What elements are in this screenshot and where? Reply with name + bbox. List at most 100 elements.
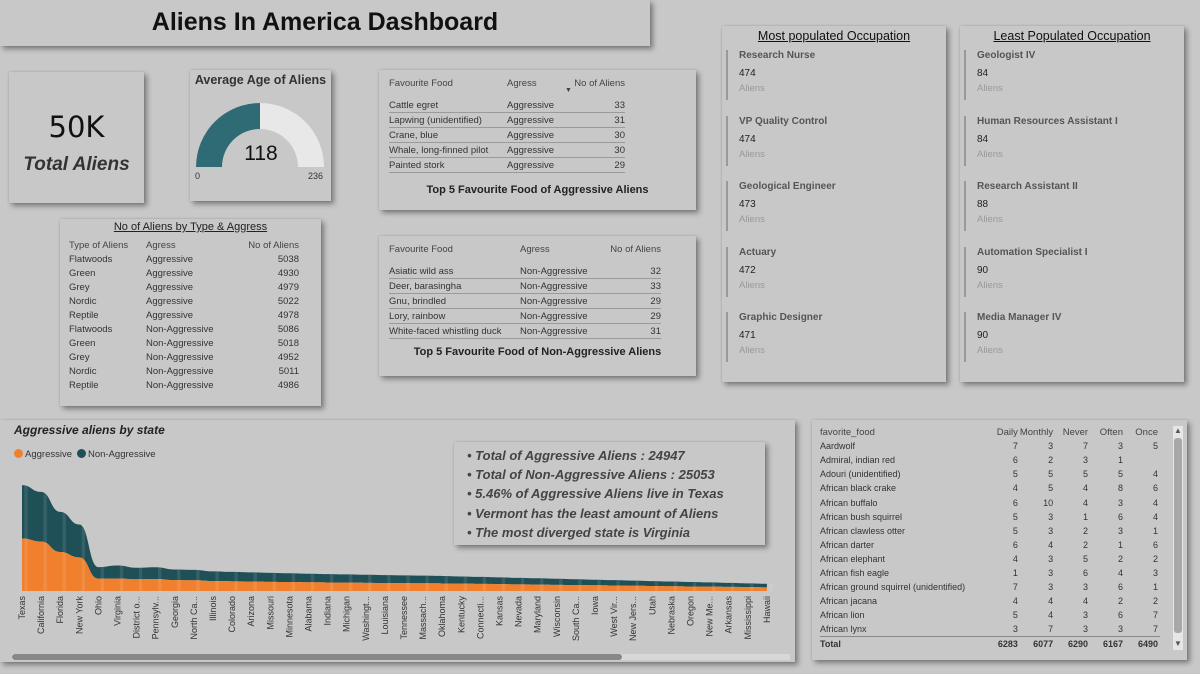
area-non-aggressive[interactable] — [22, 485, 767, 588]
scrollbar-thumb[interactable] — [12, 654, 622, 660]
table-row[interactable]: White-faced whistling duck Non-Aggressive… — [389, 323, 661, 339]
least-populated-occupation-card[interactable]: Least Populated Occupation Geologist IV 8… — [960, 26, 1184, 382]
occupation-card-item[interactable]: Media Manager IV 90 Aliens — [964, 312, 1187, 362]
col-header[interactable]: Type of Aliens — [69, 239, 129, 251]
matrix-row[interactable]: African ground squirrel (unidentified) 7 3… — [820, 580, 1160, 594]
aliens-by-type-card[interactable]: No of Aliens by Type & Aggress Type of A… — [60, 219, 321, 406]
gauge-value: 118 — [244, 142, 278, 165]
table-row[interactable]: Reptile Aggressive 4978 — [69, 308, 299, 322]
matrix-row[interactable]: African lion 5 4 3 6 7 — [820, 608, 1160, 622]
state-column-highlight — [24, 485, 28, 591]
col-header[interactable]: Agress — [520, 244, 550, 255]
occupation-card-item[interactable]: Research Assistant II 88 Aliens — [964, 181, 1187, 231]
col-header[interactable]: Once — [1135, 426, 1158, 438]
matrix-row[interactable]: African black crake 4 5 4 8 6 — [820, 481, 1160, 495]
col-header[interactable]: No of Aliens — [248, 239, 299, 251]
average-age-gauge-card[interactable]: Average Age of Aliens 118 0 236 — [190, 70, 331, 201]
table-cell: Non-Aggressive — [520, 308, 600, 324]
total-aliens-card[interactable]: 50K Total Aliens — [9, 72, 144, 203]
col-header[interactable]: favorite_food — [820, 426, 875, 438]
table-cell: Non-Aggressive — [146, 351, 214, 363]
matrix-row[interactable]: Aardwolf 7 3 7 3 5 — [820, 439, 1160, 453]
matrix-cell: 7 — [1048, 624, 1054, 635]
matrix-row[interactable]: African clawless otter 5 3 2 3 1 — [820, 524, 1160, 538]
col-header[interactable]: No of Aliens — [610, 244, 661, 255]
table-row[interactable]: Green Aggressive 4930 — [69, 266, 299, 280]
horizontal-scrollbar[interactable] — [12, 654, 790, 660]
matrix-row[interactable]: African buffalo 6 10 4 3 4 — [820, 495, 1160, 509]
aggressive-food-card[interactable]: Favourite Food Agress No of Aliens Cattl… — [379, 70, 696, 210]
occupation-card-item[interactable]: Graphic Designer 471 Aliens — [726, 312, 949, 362]
matrix-cell: 4 — [1083, 596, 1089, 607]
col-header[interactable]: Agress — [146, 239, 176, 251]
x-tick-label: Nebraska — [666, 596, 676, 635]
most-populated-occupation-card[interactable]: Most populated Occupation Research Nurse… — [722, 26, 946, 382]
scroll-up-icon[interactable]: ▲ — [1174, 426, 1182, 435]
legend-aggressive[interactable]: Aggressive — [14, 449, 72, 460]
table-row[interactable]: Asiatic wild ass Non-Aggressive 32 — [389, 264, 661, 279]
matrix-cell: 7 — [1012, 582, 1018, 593]
col-header[interactable]: Daily — [996, 426, 1018, 438]
table-row[interactable]: Gnu, brindled Non-Aggressive 29 — [389, 293, 661, 309]
table-row[interactable]: Grey Aggressive 4979 — [69, 280, 299, 294]
matrix-row[interactable]: African elephant 4 3 5 2 2 — [820, 552, 1160, 566]
matrix-row[interactable]: African jacana 4 4 4 2 2 — [820, 594, 1160, 608]
table-row[interactable]: Crane, blue Aggressive 30 — [389, 127, 625, 143]
table-row[interactable]: Whale, long-finned pilot Aggressive 30 — [389, 142, 625, 158]
table-row[interactable]: Lapwing (unidentified) Aggressive 31 — [389, 112, 625, 128]
table-row[interactable]: Green Non-Aggressive 5018 — [69, 336, 299, 350]
favorite-food-matrix-card[interactable]: favorite_food Daily Monthly Never Often Once … — [812, 420, 1187, 660]
table-row[interactable]: Nordic Aggressive 5022 — [69, 294, 299, 308]
matrix-row[interactable]: African bush squirrel 5 3 1 6 4 — [820, 510, 1160, 524]
vertical-scrollbar[interactable]: ▲ ▼ — [1173, 426, 1183, 650]
non-aggressive-food-card[interactable]: Favourite Food Agress No of Aliens Asiat… — [379, 236, 696, 376]
col-header[interactable]: No of Aliens — [574, 78, 625, 89]
occupation-card-item[interactable]: Geological Engineer 473 Aliens — [726, 181, 949, 231]
occupation-card-item[interactable]: Human Resources Assistant I 84 Aliens — [964, 115, 1187, 166]
state-column-highlight — [425, 575, 429, 591]
occupation-card-item[interactable]: Geologist IV 84 Aliens — [964, 50, 1187, 100]
scroll-down-icon[interactable]: ▼ — [1174, 639, 1182, 648]
occupation-card-item[interactable]: Automation Specialist I 90 Aliens — [964, 246, 1187, 297]
matrix-row[interactable]: African lynx 3 7 3 3 7 — [820, 622, 1160, 637]
occupation-card-item[interactable]: VP Quality Control 474 Aliens — [726, 115, 949, 166]
state-column-highlight — [406, 575, 410, 591]
state-column-highlight — [692, 582, 697, 591]
col-header[interactable]: Often — [1099, 426, 1124, 438]
matrix-row[interactable]: African fish eagle 1 3 6 4 3 — [820, 566, 1160, 580]
col-header[interactable]: Monthly — [1019, 426, 1054, 438]
matrix-total-cell: Total — [820, 636, 985, 652]
table-row[interactable]: Cattle egret Aggressive 33 — [389, 98, 625, 113]
col-header[interactable]: Agress — [507, 78, 537, 89]
legend-dot-icon — [14, 449, 23, 458]
insight-item: • 5.46% of Aggressive Aliens live in Tex… — [467, 486, 724, 501]
table-row[interactable]: Reptile Non-Aggressive 4986 — [69, 378, 299, 392]
table-row[interactable]: Nordic Non-Aggressive 5011 — [69, 364, 299, 378]
legend-non-aggressive[interactable]: Non-Aggressive — [77, 449, 156, 460]
sort-desc-icon[interactable]: ▼ — [565, 87, 572, 94]
area-aggressive[interactable] — [22, 538, 767, 591]
matrix-row[interactable]: Admiral, indian red 6 2 3 1 — [820, 453, 1160, 467]
matrix-cell: 7 — [1152, 624, 1158, 635]
col-header[interactable]: Favourite Food — [389, 244, 453, 255]
occupation-count: 474 — [739, 133, 756, 145]
table-row[interactable]: Flatwoods Non-Aggressive 5086 — [69, 322, 299, 336]
matrix-row[interactable]: African darter 6 4 2 1 6 — [820, 538, 1160, 552]
matrix-row[interactable]: Adouri (unidentified) 5 5 5 5 4 — [820, 467, 1160, 481]
table-row[interactable]: Painted stork Aggressive 29 — [389, 157, 625, 173]
col-header[interactable]: Never — [1062, 426, 1089, 438]
table-row[interactable]: Lory, rainbow Non-Aggressive 29 — [389, 308, 661, 324]
state-area-chart[interactable]: Texas California Florida New York Ohio Virgin… — [0, 420, 795, 662]
scrollbar-thumb[interactable] — [1174, 438, 1182, 633]
table-row[interactable]: Grey Non-Aggressive 4952 — [69, 350, 299, 364]
matrix-cell: African ground squirrel (unidentified) — [820, 582, 966, 593]
col-header[interactable]: Favourite Food — [389, 78, 453, 89]
matrix-cell: 6 — [1118, 582, 1124, 593]
matrix-cell — [1125, 453, 1160, 467]
occupation-card-item[interactable]: Research Nurse 474 Aliens — [726, 50, 949, 100]
table-row[interactable]: Flatwoods Aggressive 5038 — [69, 252, 299, 266]
table-cell: 33 — [600, 278, 661, 294]
x-tick-label: New Me... — [705, 596, 715, 637]
table-row[interactable]: Deer, barasingha Non-Aggressive 33 — [389, 278, 661, 294]
occupation-card-item[interactable]: Actuary 472 Aliens — [726, 246, 949, 297]
